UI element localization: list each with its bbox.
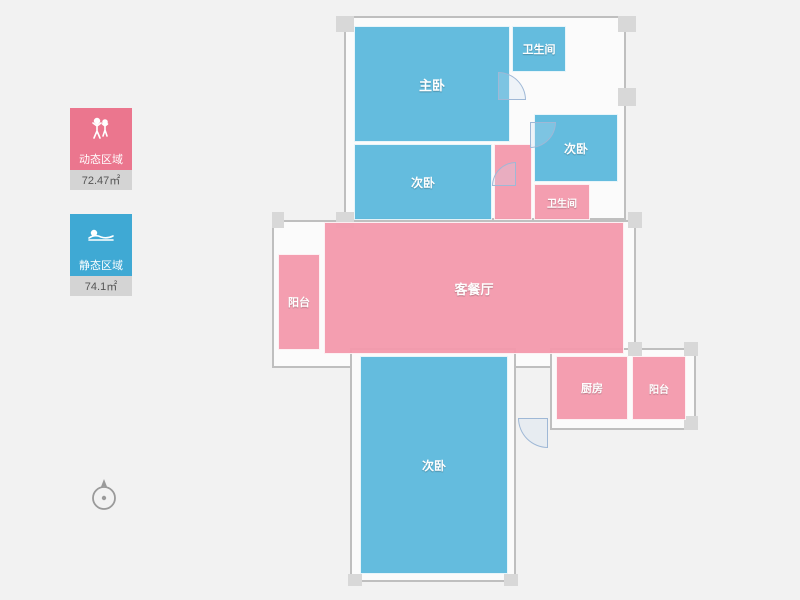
room-living: 客餐厅 <box>324 222 624 354</box>
room-master_bed: 主卧 <box>354 26 510 142</box>
room-bath2: 卫生间 <box>534 184 590 220</box>
legend-dynamic-label: 动态区域 <box>70 148 132 170</box>
legend-dynamic-value: 72.47㎡ <box>70 170 132 190</box>
room-balcony_l: 阳台 <box>278 254 320 350</box>
legend-static: 静态区域 74.1㎡ <box>70 214 132 296</box>
sleep-icon <box>87 224 115 244</box>
compass-icon <box>86 476 122 512</box>
pillar <box>618 88 636 106</box>
legend-panel: 动态区域 72.47㎡ 静态区域 74.1㎡ <box>70 108 132 320</box>
pillar <box>628 342 642 356</box>
floorplan: 主卧卫生间次卧次卧卫生间阳台客餐厅次卧厨房阳台 <box>272 16 696 582</box>
pillar <box>684 416 698 430</box>
pillar <box>272 212 284 228</box>
pillar <box>628 212 642 228</box>
room-bed_bottom: 次卧 <box>360 356 508 574</box>
legend-static-value: 74.1㎡ <box>70 276 132 296</box>
room-kitchen: 厨房 <box>556 356 628 420</box>
people-icon <box>88 116 114 140</box>
legend-static-label: 静态区域 <box>70 254 132 276</box>
room-balcony_r: 阳台 <box>632 356 686 420</box>
pillar <box>684 342 698 356</box>
room-bath1: 卫生间 <box>512 26 566 72</box>
pillar <box>504 574 518 586</box>
pillar <box>336 16 354 32</box>
legend-dynamic-icon-row <box>70 108 132 148</box>
pillar <box>618 16 636 32</box>
door-arc <box>518 418 548 448</box>
pillar <box>348 574 362 586</box>
legend-static-icon-row <box>70 214 132 254</box>
room-bed2_left: 次卧 <box>354 144 492 220</box>
legend-dynamic: 动态区域 72.47㎡ <box>70 108 132 190</box>
